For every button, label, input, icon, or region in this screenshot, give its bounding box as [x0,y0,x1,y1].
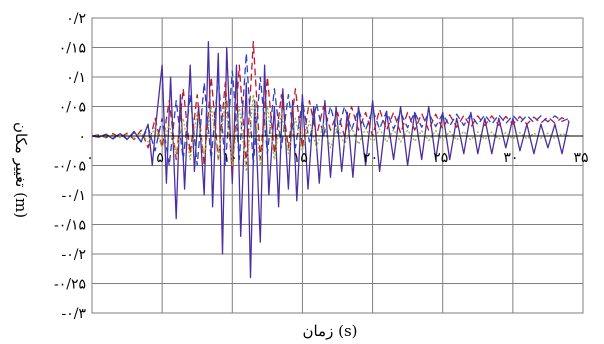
y-tick-label: ۰/۲ [66,11,86,27]
x-tick-label: ۰ [86,150,94,166]
x-tick-label: ۳۵ [573,150,588,166]
x-tick-label: ۵ [156,150,164,166]
x-tick-labels: ۰ ۵ ۱۰ ۱۵ ۲۰ ۲۵ ۳۰ ۳۵ [86,150,588,166]
x-tick-label: ۱۵ [293,150,308,166]
y-tick-label: -۰/۳ [62,306,87,322]
y-tick-label: -۰/۲۵ [54,277,86,293]
plot-frame [91,17,584,314]
y-tick-label: -۰/۱ [62,188,87,204]
x-tick-label: ۳۰ [503,150,518,166]
x-tick-label: ۲۵ [433,150,448,166]
y-tick-labels: ۰/۲ ۰/۱۵ ۰/۱ ۰/۰۵ ۰ -۰/۰۵ -۰/۱ -۰/۱۵ -۰/۲ -۰/۲۵ -۰… [54,11,86,322]
y-axis-title: تغییر مکان (m) [12,122,30,218]
x-axis-title: زمان (s) [302,322,357,340]
y-tick-label: -۰/۲ [62,247,87,263]
axes [91,17,584,314]
series-line-3 [91,52,570,167]
x-tick-label: ۲۰ [363,150,378,166]
y-tick-label: -۰/۱۵ [54,218,86,234]
series-line-1 [91,40,570,279]
y-tick-label: ۰/۱۵ [59,41,86,57]
series-group [91,40,570,279]
y-tick-label: -۰/۰۵ [54,159,86,175]
x-tick-label: ۱۰ [223,150,238,166]
y-tick-label: ۰/۰۵ [59,100,86,116]
y-tick-label: ۰ [78,129,86,145]
series-line-2 [91,40,570,173]
series-line-4 [91,94,570,173]
y-tick-label: ۰/۱ [66,70,86,86]
